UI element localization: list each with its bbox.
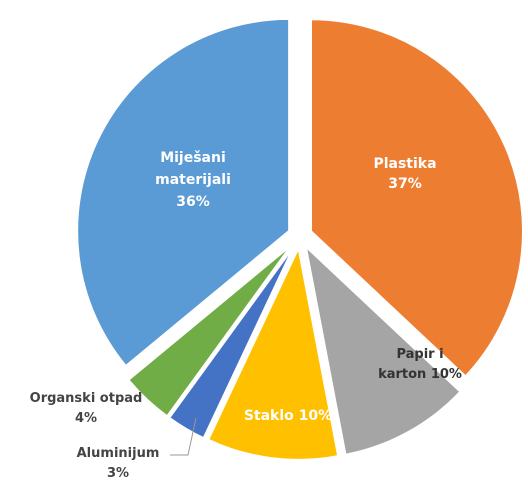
pie-label-1-line-0: Papir i xyxy=(396,347,443,362)
pie-slice-4 xyxy=(127,243,293,418)
pie-label-1: Papir i karton 10% xyxy=(378,347,462,382)
pie-label-4-line-1: 4% xyxy=(75,411,97,426)
pie-label-5: Miješani materijali 36% xyxy=(155,150,231,210)
pie-label-5-line-2: 36% xyxy=(176,194,210,210)
pie-slice-1 xyxy=(304,243,462,456)
pie-slice-3 xyxy=(167,245,295,440)
pie-label-3-line-0: Aluminijum xyxy=(77,446,160,461)
pie-label-2-line-0: Staklo 10% xyxy=(244,408,332,424)
pie-label-2: Staklo 10% xyxy=(244,408,332,424)
pie-label-5-line-0: Miješani xyxy=(160,150,226,166)
pie-label-5-line-1: materijali xyxy=(155,172,231,188)
leader-line-aluminijum xyxy=(170,417,197,456)
pie-label-0-line-0: Plastika xyxy=(373,156,436,172)
pie-slice-5 xyxy=(76,17,291,368)
pie-label-4-line-0: Organski otpad xyxy=(30,391,143,406)
pie-label-0-line-1: 37% xyxy=(388,176,422,192)
pie-slice-2 xyxy=(206,244,340,461)
pie-label-0: Plastika 37% xyxy=(373,156,436,192)
pie-label-3: Aluminijum 3% xyxy=(77,446,160,481)
pie-label-3-line-1: 3% xyxy=(107,466,129,481)
pie-label-4: Organski otpad 4% xyxy=(30,391,143,426)
pie-slice-0 xyxy=(310,18,524,378)
pie-label-1-line-1: karton 10% xyxy=(378,367,462,382)
